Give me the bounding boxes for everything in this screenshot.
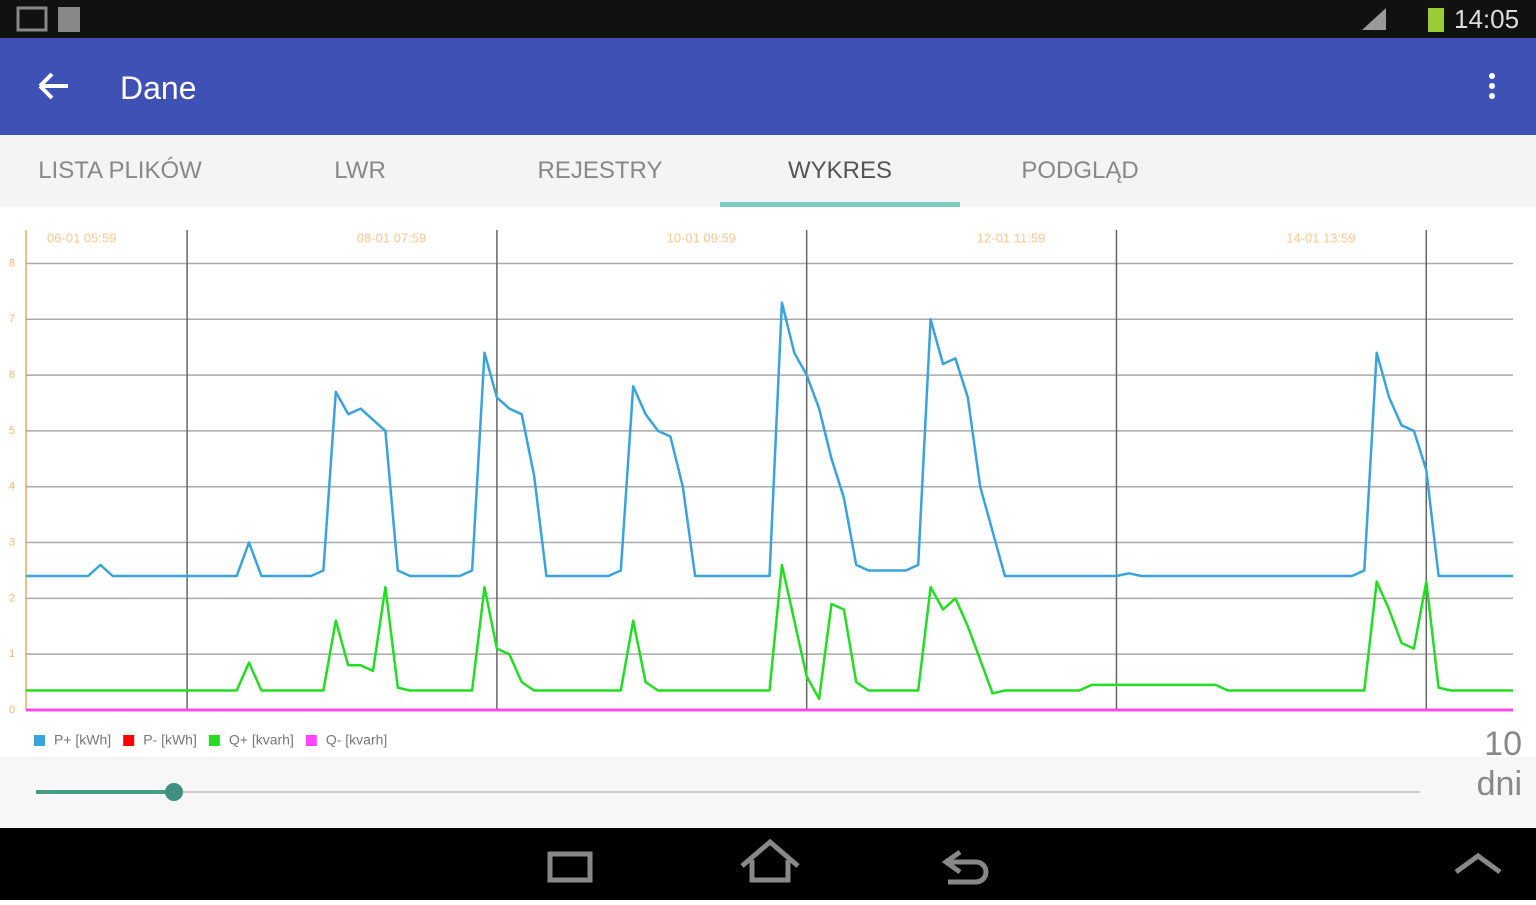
battery-icon (1428, 8, 1444, 32)
slider-track[interactable] (0, 757, 1440, 828)
y-tick-label: 4 (9, 481, 15, 493)
y-tick-label: 3 (9, 536, 15, 548)
slider-thumb[interactable] (165, 783, 183, 801)
tab-bar: LISTA PLIKÓW LWR REJESTRY WYKRES PODGLĄD (0, 135, 1536, 207)
range-value: 10 (1484, 725, 1522, 763)
app-title: Dane (120, 70, 197, 106)
home-button[interactable] (740, 838, 800, 883)
chart: 0 1 2 3 4 5 6 7 8 06-01 05:59 08-01 07:59 10-01 09:… (9, 230, 1513, 748)
legend-label: P+ [kWh] (54, 732, 111, 748)
tab[interactable]: REJESTRY (537, 157, 663, 184)
x-tick-label: 06-01 05:59 (47, 230, 116, 245)
y-tick-label: 8 (9, 257, 15, 269)
x-tick-label: 14-01 13:59 (1286, 230, 1355, 245)
y-tick-label: 6 (9, 369, 15, 381)
x-tick-label: 08-01 07:59 (357, 230, 426, 245)
recent-apps-button[interactable] (547, 851, 593, 883)
legend-label: P- [kWh] (143, 732, 197, 748)
nav-icons (547, 838, 1502, 885)
y-tick-label: 2 (9, 592, 15, 604)
series-line (26, 563, 1513, 701)
legend-label: Q- [kvarh] (326, 732, 387, 748)
x-tick-label: 10-01 09:59 (667, 230, 736, 245)
signal-icon (1362, 8, 1386, 30)
x-tick-label: 12-01 11:59 (977, 230, 1045, 245)
expand-button[interactable] (1454, 852, 1502, 875)
menu-button[interactable] (1484, 72, 1500, 102)
legend-swatch (123, 735, 135, 746)
sd-icon (58, 7, 80, 32)
status-icons (16, 6, 1444, 32)
tab[interactable]: WYKRES (720, 135, 960, 207)
y-tick-label: 7 (9, 313, 15, 325)
range-slider: 10 dni (0, 725, 1536, 828)
legend-label: Q+ [kvarh] (229, 732, 294, 748)
back-button[interactable] (36, 70, 72, 102)
legend-swatch (208, 735, 220, 746)
tab[interactable]: LISTA PLIKÓW (38, 157, 202, 184)
clock: 14:05 (1454, 4, 1520, 34)
range-unit: dni (1476, 765, 1522, 803)
y-tick-label: 0 (9, 704, 15, 716)
status-bar: 14:05 (0, 0, 1536, 38)
app-bar: Dane (0, 38, 1536, 135)
legend-swatch (34, 735, 45, 746)
back-nav-button[interactable] (941, 849, 989, 885)
tab[interactable]: LWR (334, 157, 386, 184)
tab[interactable]: PODGLĄD (1021, 157, 1139, 184)
y-tick-label: 1 (9, 648, 15, 660)
series-line (26, 301, 1513, 578)
gallery-icon (16, 6, 48, 32)
y-tick-label: 5 (9, 425, 15, 437)
legend-swatch (305, 735, 317, 746)
nav-bar (0, 828, 1536, 900)
